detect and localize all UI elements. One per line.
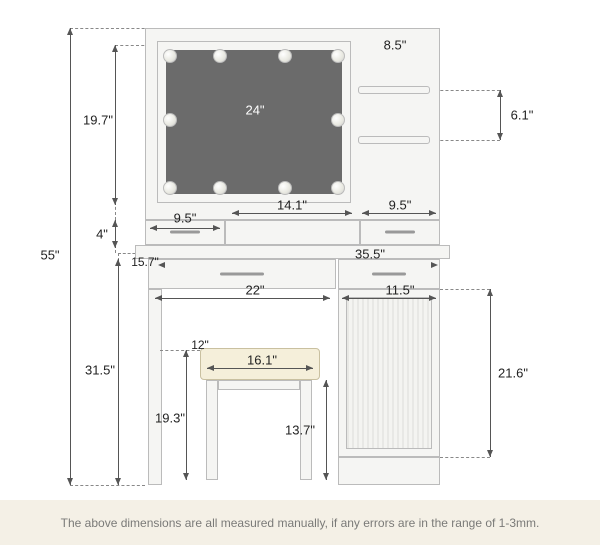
label-sd-left: 9.5"	[174, 211, 197, 226]
bulb-icon	[213, 181, 227, 195]
label-total-h: 55"	[40, 248, 59, 263]
desk-top	[135, 245, 450, 259]
arrow-sd-right	[362, 213, 436, 214]
label-shelf-w: 8.5"	[384, 38, 407, 53]
label-cabinet-w: 11.5"	[386, 283, 415, 298]
label-sd-right: 9.5"	[389, 198, 412, 213]
label-cabinet-h: 21.6"	[498, 366, 528, 381]
handle-icon	[170, 231, 200, 234]
bulb-icon	[331, 113, 345, 127]
arrow-cabinet-w	[342, 298, 436, 299]
arrow-shelf-gap	[500, 90, 501, 140]
arrow-mirror-h	[115, 45, 116, 205]
arrow-stool-h	[186, 350, 187, 480]
bulb-icon	[331, 49, 345, 63]
guide-shelf-gap-t	[430, 90, 500, 91]
small-drawer-gap	[225, 220, 360, 245]
stool-apron	[218, 380, 300, 390]
label-sd-mid: 14.1"	[277, 198, 307, 213]
label-mirror-w: 24"	[245, 103, 264, 118]
bulb-icon	[278, 49, 292, 63]
label-stool-w: 16.1"	[247, 353, 277, 368]
mirror	[158, 42, 350, 202]
arrow-desk-w	[158, 265, 438, 266]
label-stool-h: 19.3"	[155, 411, 185, 426]
shelf-1	[358, 86, 430, 94]
arrow-4in	[115, 220, 116, 248]
label-shelf-gap: 6.1"	[511, 108, 534, 123]
arrow-cabinet-h	[490, 289, 491, 457]
diagram-canvas: 55" 19.7" 24" 8.5" 6.1" 4" 9.5" 14.1" 9.…	[0, 0, 600, 500]
label-stool-depth: 12"	[191, 338, 209, 352]
guide-floor	[70, 485, 145, 486]
arrow-sd-mid	[232, 213, 352, 214]
footer-text: The above dimensions are all measured ma…	[61, 516, 540, 530]
shelf-2	[358, 136, 430, 144]
bulb-icon	[163, 181, 177, 195]
label-desk-depth: 15.7"	[131, 255, 159, 269]
arrow-legroom	[118, 259, 119, 485]
guide-cab-b	[440, 457, 490, 458]
label-desk-w: 35.5"	[355, 247, 385, 262]
stool-leg	[206, 380, 218, 480]
cabinet-glass-door	[346, 297, 432, 449]
guide-shelf-gap-b	[430, 140, 500, 141]
arrow-big-drawer	[155, 298, 330, 299]
left-leg	[148, 289, 162, 485]
footer-note: The above dimensions are all measured ma…	[0, 500, 600, 545]
label-legroom: 31.5"	[85, 363, 115, 378]
label-big-drawer: 22"	[245, 283, 264, 298]
arrow-stool-w	[207, 368, 313, 369]
arrow-sd-left	[150, 228, 220, 229]
guide-cab-t	[440, 289, 490, 290]
handle-icon	[385, 231, 415, 234]
bulb-icon	[163, 113, 177, 127]
handle-icon	[372, 273, 406, 276]
arrow-stool-leg-h	[326, 380, 327, 480]
arrow-total-h	[70, 28, 71, 485]
handle-icon	[220, 273, 264, 276]
bulb-icon	[331, 181, 345, 195]
label-stool-leg-h: 13.7"	[285, 423, 315, 438]
bulb-icon	[163, 49, 177, 63]
label-mirror-h: 19.7"	[83, 113, 113, 128]
label-4in: 4"	[96, 227, 108, 242]
bulb-icon	[278, 181, 292, 195]
bulb-icon	[213, 49, 227, 63]
cabinet-base	[338, 457, 440, 485]
